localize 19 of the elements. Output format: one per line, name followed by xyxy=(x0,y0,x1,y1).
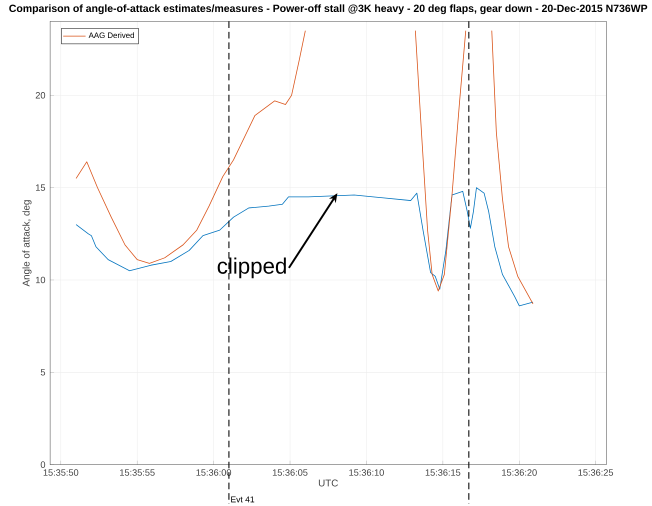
y-tick-label: 20 xyxy=(36,92,46,99)
y-axis-title: Angle of attack, deg xyxy=(22,200,32,286)
y-tick-label: 5 xyxy=(40,369,46,376)
chart-title: Comparison of angle-of-attack estimates/measures - Power-off stall @3K heavy - 20 deg flaps, gear down - 20-Dec-2015 N736WP xyxy=(9,4,648,14)
y-tick-label: 15 xyxy=(36,184,46,191)
x-tick-label: 15:36:20 xyxy=(502,469,537,476)
x-tick-label: 15:36:10 xyxy=(349,469,384,476)
x-tick-label: 15:36:15 xyxy=(426,469,460,476)
x-tick-label: 15:35:55 xyxy=(120,469,155,476)
x-tick-label: 15:35:50 xyxy=(44,469,78,476)
ref-line-label: Evt 41 xyxy=(231,496,254,502)
x-tick-label: 15:36:25 xyxy=(578,469,614,476)
y-tick-label: 0 xyxy=(40,461,46,468)
x-tick-label: 15:36:05 xyxy=(272,469,308,476)
x-tick-label: 15:36:00 xyxy=(196,469,232,476)
y-tick-label: 10 xyxy=(36,276,46,284)
line-series xyxy=(76,187,534,306)
x-axis-title: UTC xyxy=(318,480,338,487)
annotation: clipped xyxy=(218,258,286,278)
